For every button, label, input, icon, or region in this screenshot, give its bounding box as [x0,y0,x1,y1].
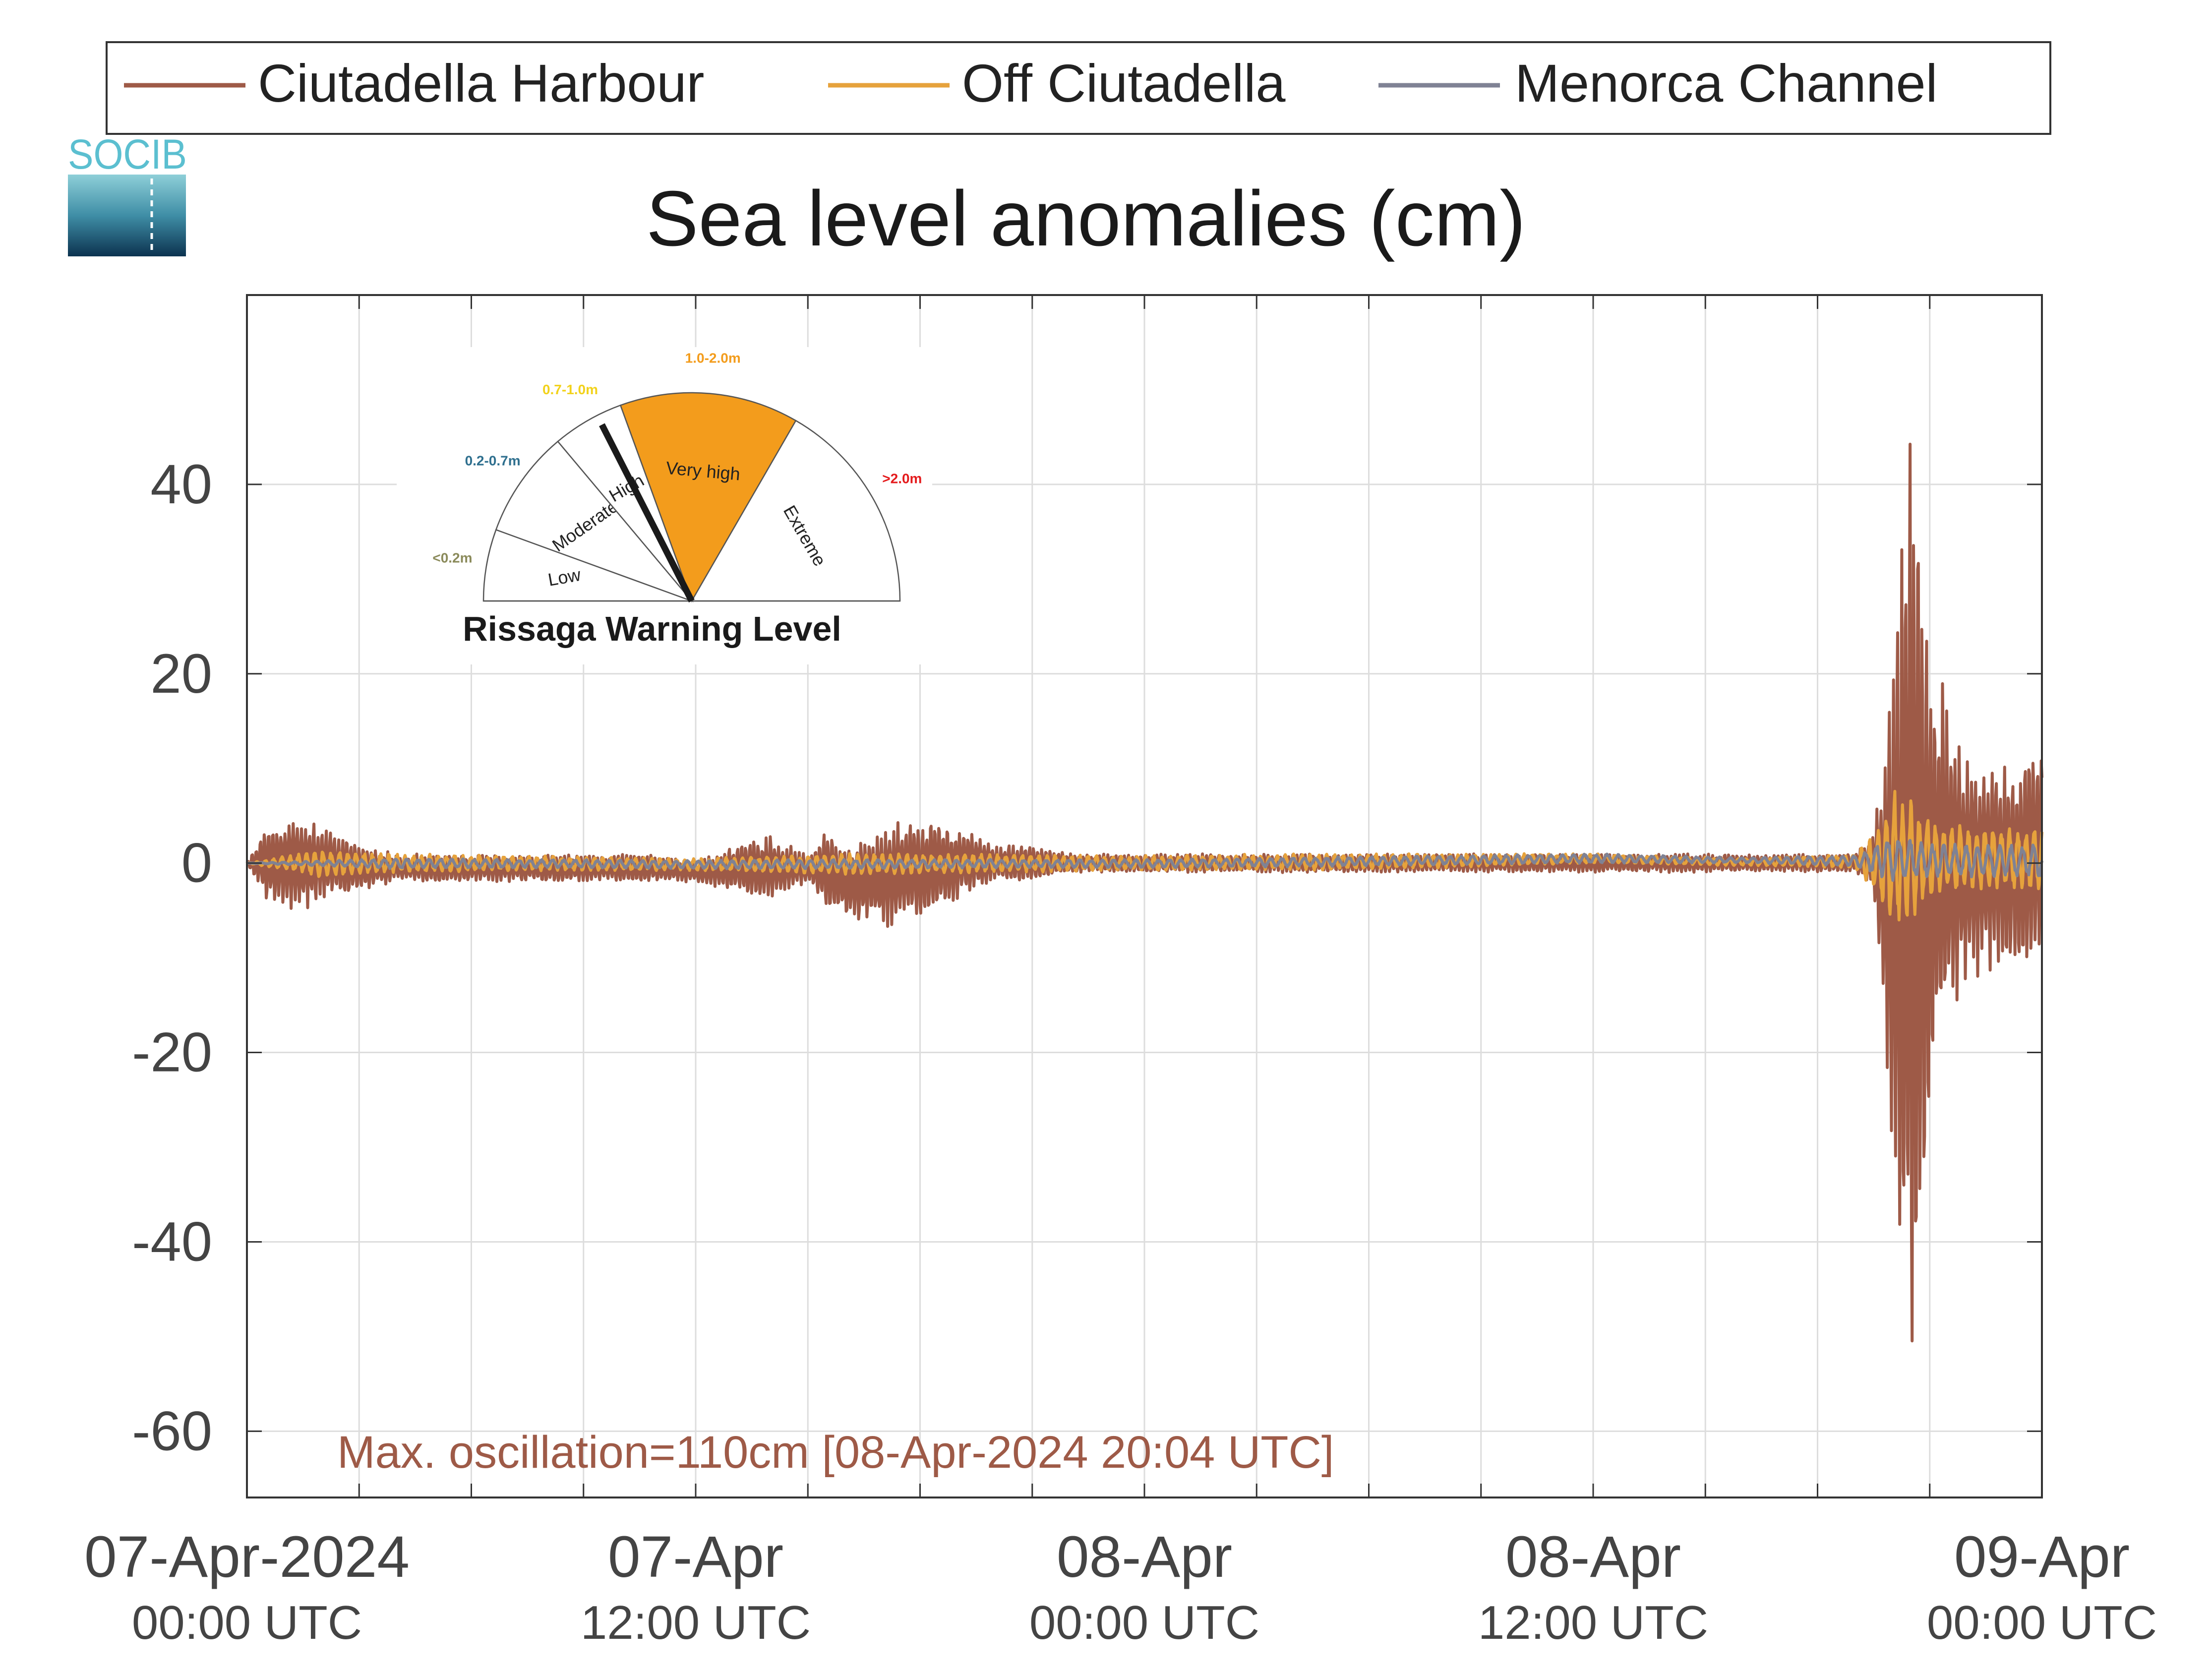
y-tick-label: -60 [132,1400,212,1462]
socib-logo: SOCIB [68,131,187,256]
chart-title: Sea level anomalies (cm) [646,175,1526,262]
x-tick-label-date: 08-Apr [1505,1524,1681,1590]
gauge-needle [599,423,695,602]
gauge-sector-range: 0.7-1.0m [542,382,598,397]
series-line-menorca-channel [246,839,2043,882]
y-tick-label: -20 [132,1021,212,1083]
gauge-sector-moderate [495,440,694,602]
x-tick-label-date: 07-Apr [608,1524,783,1590]
legend-label-menorca-channel: Menorca Channel [1515,53,1938,113]
x-tick-label-time: 00:00 UTC [1927,1596,2157,1649]
gauge-sector-low [482,529,692,602]
x-tick-label-time: 12:00 UTC [1478,1596,1708,1649]
legend-label-off-ciutadella: Off Ciutadella [962,53,1286,113]
axis-ticks: 40 20 0 -20 -40 -60 07-Apr-2024 00:00 UTC 07-Apr… [84,295,2157,1649]
x-tick-label-date: 07-Apr-2024 [84,1524,410,1590]
y-tick-label: -40 [132,1210,212,1272]
gauge-sector-range: >2.0m [882,471,922,486]
gauge-title: Rissaga Warning Level [463,609,841,648]
x-tick-label-time: 12:00 UTC [581,1596,811,1649]
x-tick-label-time: 00:00 UTC [1029,1596,1259,1649]
gauge-sector-range: 1.0-2.0m [685,350,741,365]
rissaga-warning-gauge: Low<0.2mModerate0.2-0.7mHigh0.7-1.0mVery… [397,347,932,664]
series-line-off-ciutadella [246,789,2043,922]
gauge-sector-range: 0.2-0.7m [465,453,521,468]
y-tick-label: 0 [181,832,212,894]
gauge-sector-high [557,404,693,601]
x-tick-label-time: 00:00 UTC [132,1596,362,1649]
y-tick-label: 20 [150,643,212,705]
gauge-sector-very-high [619,392,797,602]
logo-text: SOCIB [68,131,187,178]
legend: Ciutadella Harbour Off Ciutadella Menorc… [106,41,2051,135]
legend-label-ciutadella-harbour: Ciutadella Harbour [258,53,705,113]
x-tick-label-date: 09-Apr [1954,1524,2130,1590]
max-oscillation-annotation: Max. oscillation=110cm [08-Apr-2024 20:0… [337,1427,1334,1478]
gauge-sector-extreme [690,419,901,602]
series-lines [245,442,2043,1343]
y-tick-label: 40 [150,453,212,515]
x-tick-label-date: 08-Apr [1057,1524,1232,1590]
gauge-sector-range: <0.2m [432,550,472,565]
